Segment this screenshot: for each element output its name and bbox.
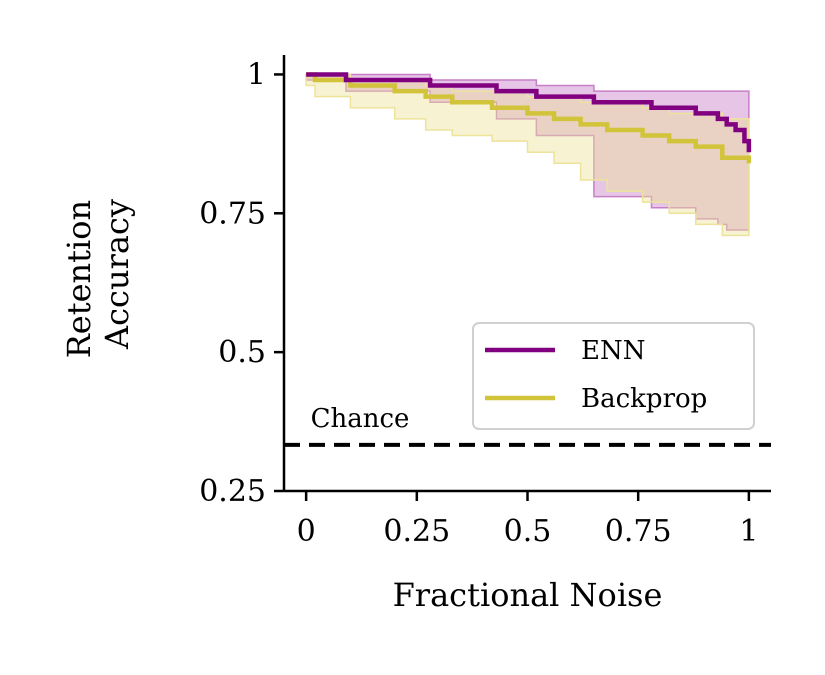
series-lines (306, 72, 752, 164)
x-tick-label: 0 (297, 514, 316, 549)
y-ticks: 0.25 0.5 0.75 1 (199, 57, 284, 509)
x-tick-label: 0.5 (504, 514, 552, 549)
x-tick-label: 0.75 (605, 514, 672, 549)
y-axis-label-line-1: Retention (60, 200, 98, 358)
y-tick-label: 0.25 (199, 474, 266, 509)
x-tick-label: 0.25 (383, 514, 450, 549)
legend-label-enn: ENN (581, 336, 645, 366)
x-axis-label: Fractional Noise (393, 576, 663, 614)
legend-label-backprop: Backprop (581, 384, 707, 414)
y-axis-label: Retention Accuracy (60, 190, 136, 359)
y-tick-label: 0.75 (199, 196, 266, 231)
confidence-bands (305, 73, 750, 237)
y-tick-label: 1 (247, 57, 266, 92)
legend: ENN Backprop (472, 322, 755, 430)
line-enn (306, 72, 752, 153)
chance-label: Chance (311, 404, 410, 434)
x-tick-label: 1 (739, 514, 758, 549)
y-axis-label-line-2: Accuracy (98, 199, 136, 350)
line-backprop (306, 72, 752, 164)
x-ticks: 0 0.25 0.5 0.75 1 (297, 491, 758, 549)
chance-group: Chance (284, 404, 771, 447)
y-tick-label: 0.5 (218, 335, 266, 370)
